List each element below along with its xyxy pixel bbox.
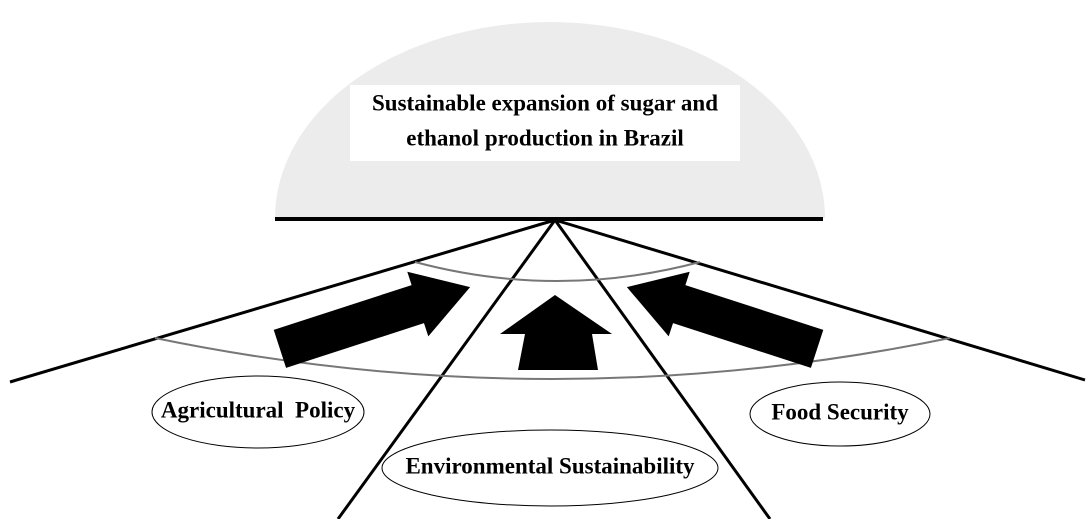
rays: [9, 218, 1086, 519]
arrow: [273, 271, 471, 368]
node-label: Environmental Sustainability: [405, 453, 695, 478]
title-line: ethanol production in Brazil: [406, 125, 684, 150]
ray: [553, 219, 772, 519]
node-label: Agricultural Policy: [161, 397, 356, 422]
arrow: [500, 295, 612, 370]
arrow: [626, 271, 824, 368]
inner-arc: [414, 261, 701, 282]
node-ellipse: [749, 381, 931, 447]
title-line: Sustainable expansion of sugar and: [372, 90, 718, 115]
ray: [554, 218, 1086, 382]
node-label: Food Security: [771, 399, 909, 424]
node-ellipse: [151, 375, 365, 449]
ray: [9, 218, 556, 384]
node-ellipse: [381, 429, 719, 507]
ray: [336, 219, 557, 519]
title-box: [350, 85, 740, 161]
outer-arc: [154, 337, 951, 380]
